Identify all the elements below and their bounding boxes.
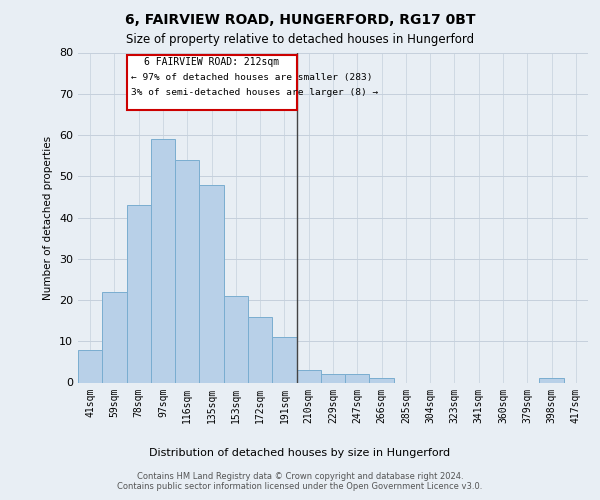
Text: 3% of semi-detached houses are larger (8) →: 3% of semi-detached houses are larger (8… xyxy=(131,88,379,96)
Bar xyxy=(199,184,224,382)
Bar xyxy=(78,350,102,382)
Bar xyxy=(102,292,127,382)
Bar xyxy=(127,205,151,382)
Text: 6, FAIRVIEW ROAD, HUNGERFORD, RG17 0BT: 6, FAIRVIEW ROAD, HUNGERFORD, RG17 0BT xyxy=(125,12,475,26)
Bar xyxy=(296,370,321,382)
Bar xyxy=(151,139,175,382)
Text: 6 FAIRVIEW ROAD: 212sqm: 6 FAIRVIEW ROAD: 212sqm xyxy=(144,56,279,66)
Bar xyxy=(539,378,564,382)
FancyBboxPatch shape xyxy=(127,54,296,110)
Text: Size of property relative to detached houses in Hungerford: Size of property relative to detached ho… xyxy=(126,32,474,46)
Bar xyxy=(248,316,272,382)
Y-axis label: Number of detached properties: Number of detached properties xyxy=(43,136,53,300)
Bar xyxy=(370,378,394,382)
Text: Contains HM Land Registry data © Crown copyright and database right 2024.
Contai: Contains HM Land Registry data © Crown c… xyxy=(118,472,482,491)
Text: ← 97% of detached houses are smaller (283): ← 97% of detached houses are smaller (28… xyxy=(131,73,373,82)
Bar xyxy=(321,374,345,382)
Bar xyxy=(175,160,199,382)
Bar xyxy=(272,337,296,382)
Bar xyxy=(224,296,248,382)
Bar xyxy=(345,374,370,382)
Text: Distribution of detached houses by size in Hungerford: Distribution of detached houses by size … xyxy=(149,448,451,458)
